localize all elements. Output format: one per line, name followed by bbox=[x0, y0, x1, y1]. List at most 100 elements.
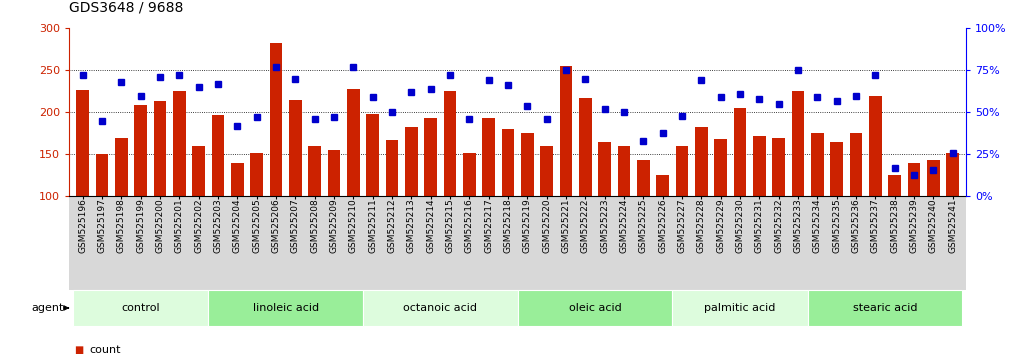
Bar bbox=[76, 90, 88, 196]
Text: ■: ■ bbox=[74, 345, 83, 354]
Bar bbox=[385, 140, 399, 196]
Text: GSM525207: GSM525207 bbox=[291, 198, 300, 253]
Text: GSM525206: GSM525206 bbox=[272, 198, 281, 253]
Text: GSM525222: GSM525222 bbox=[581, 198, 590, 253]
Text: GSM525218: GSM525218 bbox=[503, 198, 513, 253]
Text: GSM525217: GSM525217 bbox=[484, 198, 493, 253]
Text: control: control bbox=[121, 303, 160, 313]
Text: GSM525227: GSM525227 bbox=[677, 198, 686, 253]
Bar bbox=[443, 91, 457, 196]
Bar bbox=[598, 142, 611, 196]
Text: GSM525231: GSM525231 bbox=[755, 198, 764, 253]
Bar bbox=[791, 91, 804, 196]
Text: stearic acid: stearic acid bbox=[852, 303, 917, 313]
Bar bbox=[521, 133, 534, 196]
Bar bbox=[753, 136, 766, 196]
Text: GSM525232: GSM525232 bbox=[774, 198, 783, 253]
Bar bbox=[405, 127, 418, 196]
Bar bbox=[424, 118, 437, 196]
Bar bbox=[347, 89, 360, 196]
Text: oleic acid: oleic acid bbox=[569, 303, 621, 313]
Bar bbox=[463, 153, 476, 196]
Text: GSM525239: GSM525239 bbox=[909, 198, 918, 253]
Bar bbox=[849, 133, 862, 196]
Bar bbox=[173, 91, 186, 196]
Text: GSM525197: GSM525197 bbox=[98, 198, 107, 253]
Text: GSM525201: GSM525201 bbox=[175, 198, 184, 253]
Text: GSM525211: GSM525211 bbox=[368, 198, 377, 253]
Text: GSM525235: GSM525235 bbox=[832, 198, 841, 253]
Text: GSM525228: GSM525228 bbox=[697, 198, 706, 253]
Bar bbox=[888, 175, 901, 196]
Text: GSM525229: GSM525229 bbox=[716, 198, 725, 253]
Text: GSM525215: GSM525215 bbox=[445, 198, 455, 253]
Bar bbox=[947, 153, 959, 196]
Bar bbox=[714, 139, 727, 196]
Bar bbox=[289, 100, 302, 196]
Text: GSM525221: GSM525221 bbox=[561, 198, 571, 253]
Bar bbox=[231, 163, 244, 196]
Text: GSM525212: GSM525212 bbox=[387, 198, 397, 253]
Text: GSM525219: GSM525219 bbox=[523, 198, 532, 253]
Text: GSM525208: GSM525208 bbox=[310, 198, 319, 253]
Bar bbox=[270, 42, 283, 196]
Text: agent: agent bbox=[32, 303, 64, 313]
Bar bbox=[327, 150, 341, 196]
Text: GSM525205: GSM525205 bbox=[252, 198, 261, 253]
Text: GSM525200: GSM525200 bbox=[156, 198, 165, 253]
Text: GSM525224: GSM525224 bbox=[619, 198, 629, 253]
Bar bbox=[308, 146, 321, 196]
Text: GSM525203: GSM525203 bbox=[214, 198, 223, 253]
Bar bbox=[482, 118, 495, 196]
Text: GSM525223: GSM525223 bbox=[600, 198, 609, 253]
Bar bbox=[869, 96, 882, 196]
Bar bbox=[154, 101, 167, 196]
Text: palmitic acid: palmitic acid bbox=[705, 303, 776, 313]
Text: linoleic acid: linoleic acid bbox=[252, 303, 318, 313]
Text: GSM525213: GSM525213 bbox=[407, 198, 416, 253]
Bar bbox=[928, 160, 940, 196]
Bar bbox=[637, 160, 650, 196]
Bar bbox=[96, 154, 108, 196]
Bar bbox=[772, 138, 785, 196]
Bar bbox=[733, 108, 746, 196]
Text: GSM525233: GSM525233 bbox=[793, 198, 802, 253]
Bar bbox=[250, 153, 263, 196]
Bar bbox=[830, 142, 843, 196]
Bar bbox=[695, 127, 708, 196]
Bar bbox=[907, 163, 920, 196]
Text: GSM525236: GSM525236 bbox=[851, 198, 860, 253]
Text: GSM525225: GSM525225 bbox=[639, 198, 648, 253]
Bar bbox=[366, 114, 379, 196]
Bar bbox=[115, 138, 128, 196]
Bar bbox=[501, 129, 515, 196]
Bar bbox=[579, 98, 592, 196]
Text: GSM525237: GSM525237 bbox=[871, 198, 880, 253]
Text: GSM525198: GSM525198 bbox=[117, 198, 126, 253]
Text: GSM525234: GSM525234 bbox=[813, 198, 822, 253]
Text: GSM525196: GSM525196 bbox=[78, 198, 87, 253]
Text: GSM525240: GSM525240 bbox=[929, 198, 938, 253]
Text: GSM525214: GSM525214 bbox=[426, 198, 435, 253]
Bar bbox=[656, 175, 669, 196]
Text: GSM525202: GSM525202 bbox=[194, 198, 203, 253]
Text: GSM525226: GSM525226 bbox=[658, 198, 667, 253]
Bar bbox=[192, 146, 205, 196]
Bar bbox=[617, 146, 631, 196]
Text: GSM525230: GSM525230 bbox=[735, 198, 744, 253]
Bar bbox=[540, 146, 553, 196]
Text: GSM525199: GSM525199 bbox=[136, 198, 145, 253]
Bar bbox=[134, 105, 147, 196]
Text: GSM525210: GSM525210 bbox=[349, 198, 358, 253]
Text: GSM525204: GSM525204 bbox=[233, 198, 242, 253]
Bar bbox=[811, 133, 824, 196]
Text: GDS3648 / 9688: GDS3648 / 9688 bbox=[69, 0, 183, 14]
Text: GSM525220: GSM525220 bbox=[542, 198, 551, 253]
Text: GSM525241: GSM525241 bbox=[948, 198, 957, 253]
Text: GSM525238: GSM525238 bbox=[890, 198, 899, 253]
Bar bbox=[675, 146, 689, 196]
Text: count: count bbox=[89, 345, 121, 354]
Text: GSM525216: GSM525216 bbox=[465, 198, 474, 253]
Text: GSM525209: GSM525209 bbox=[330, 198, 339, 253]
Bar bbox=[559, 66, 573, 196]
